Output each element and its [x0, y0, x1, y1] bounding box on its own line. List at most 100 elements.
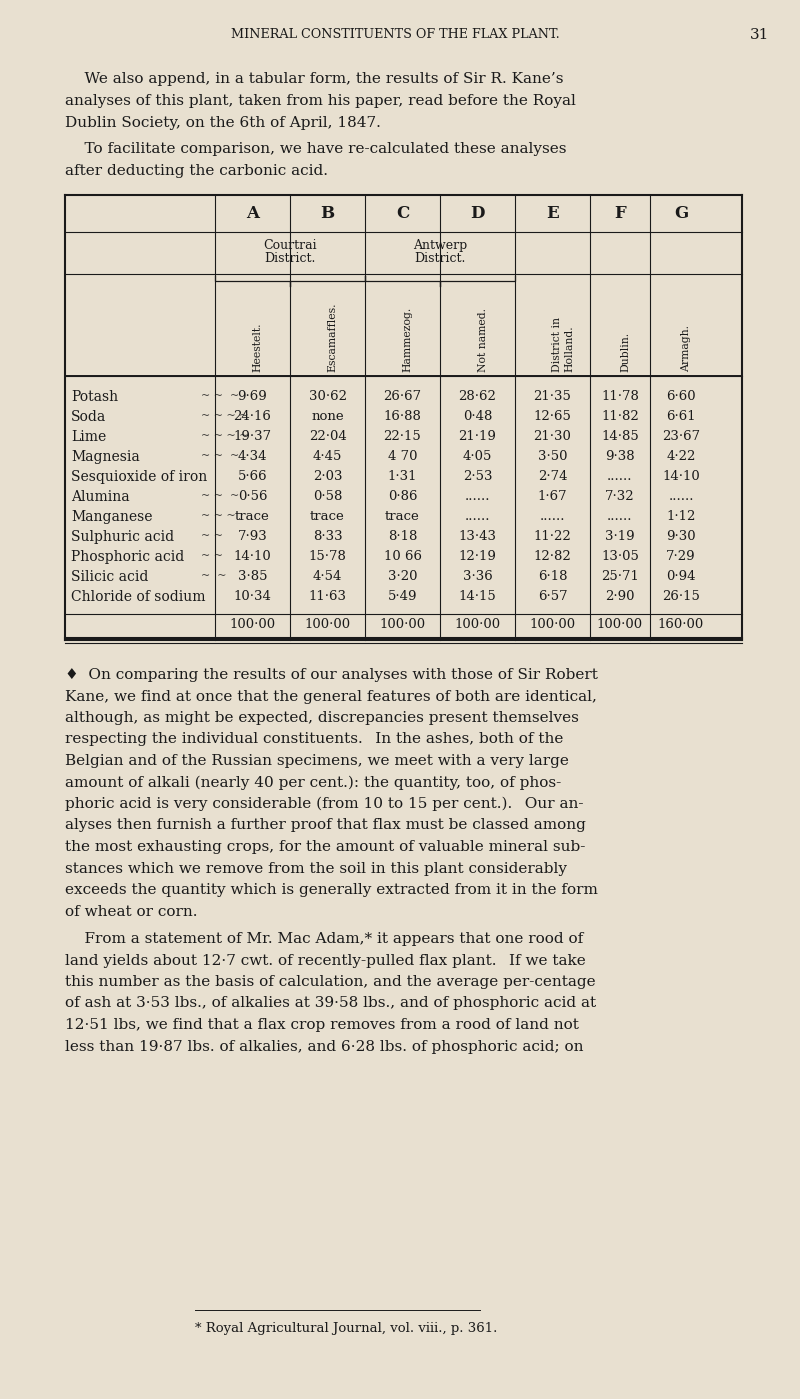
- Text: Lime: Lime: [71, 429, 106, 443]
- Text: 10 66: 10 66: [383, 550, 422, 562]
- Text: ......: ......: [465, 511, 490, 523]
- Text: 160·00: 160·00: [658, 618, 704, 631]
- Text: of ash at 3·53 lbs., of alkalies at 39·58 lbs., and of phosphoric acid at: of ash at 3·53 lbs., of alkalies at 39·5…: [65, 996, 596, 1010]
- Text: 0·86: 0·86: [388, 490, 418, 504]
- Text: 0·56: 0·56: [238, 490, 267, 504]
- Text: 9·38: 9·38: [605, 450, 635, 463]
- Text: trace: trace: [310, 511, 345, 523]
- Text: ~  ~: ~ ~: [201, 571, 226, 581]
- Text: MINERAL CONSTITUENTS OF THE FLAX PLANT.: MINERAL CONSTITUENTS OF THE FLAX PLANT.: [230, 28, 559, 41]
- Text: 7·29: 7·29: [666, 550, 696, 562]
- Text: the most exhausting crops, for the amount of valuable mineral sub-: the most exhausting crops, for the amoun…: [65, 839, 586, 853]
- Text: C: C: [396, 206, 409, 222]
- Text: trace: trace: [385, 511, 420, 523]
- Text: Not named.: Not named.: [478, 308, 487, 372]
- Text: Dublin Society, on the 6th of April, 1847.: Dublin Society, on the 6th of April, 184…: [65, 116, 381, 130]
- Text: G: G: [674, 206, 688, 222]
- Text: 100·00: 100·00: [379, 618, 426, 631]
- Text: 0·94: 0·94: [666, 569, 696, 583]
- Text: less than 19·87 lbs. of alkalies, and 6·28 lbs. of phosphoric acid; on: less than 19·87 lbs. of alkalies, and 6·…: [65, 1039, 583, 1053]
- Text: 8·33: 8·33: [313, 530, 342, 543]
- Text: 12·82: 12·82: [534, 550, 571, 562]
- Text: To facilitate comparison, we have re-calculated these analyses: To facilitate comparison, we have re-cal…: [65, 143, 566, 157]
- Text: 6·61: 6·61: [666, 410, 696, 422]
- Text: 11·22: 11·22: [534, 530, 571, 543]
- Text: Antwerp: Antwerp: [413, 239, 467, 252]
- Text: 0·58: 0·58: [313, 490, 342, 504]
- Text: 5·49: 5·49: [388, 590, 418, 603]
- Text: 25·71: 25·71: [601, 569, 639, 583]
- Text: 12·19: 12·19: [458, 550, 497, 562]
- Text: 26·15: 26·15: [662, 590, 700, 603]
- Text: 100·00: 100·00: [230, 618, 275, 631]
- Text: Armagh.: Armagh.: [681, 325, 691, 372]
- Text: 22·15: 22·15: [384, 429, 422, 443]
- Text: ......: ......: [607, 511, 633, 523]
- Text: 4 70: 4 70: [388, 450, 418, 463]
- Text: From a statement of Mr. Mac Adam,* it appears that one rood of: From a statement of Mr. Mac Adam,* it ap…: [65, 932, 583, 946]
- Text: ......: ......: [607, 470, 633, 483]
- Text: 21·19: 21·19: [458, 429, 497, 443]
- Text: Soda: Soda: [71, 410, 106, 424]
- Text: 12·51 lbs, we find that a flax crop removes from a rood of land not: 12·51 lbs, we find that a flax crop remo…: [65, 1018, 579, 1032]
- Text: ~ ~: ~ ~: [201, 551, 223, 561]
- Text: exceeds the quantity which is generally extracted from it in the form: exceeds the quantity which is generally …: [65, 883, 598, 897]
- Text: D: D: [470, 206, 485, 222]
- Text: amount of alkali (nearly 40 per cent.): the quantity, too, of phos-: amount of alkali (nearly 40 per cent.): …: [65, 775, 562, 790]
- Text: Sesquioxide of iron: Sesquioxide of iron: [71, 470, 207, 484]
- Text: 4·45: 4·45: [313, 450, 342, 463]
- Text: Magnesia: Magnesia: [71, 450, 140, 464]
- Text: this number as the basis of calculation, and the average per-centage: this number as the basis of calculation,…: [65, 975, 596, 989]
- Text: District in
Holland.: District in Holland.: [553, 318, 574, 372]
- Text: Courtrai: Courtrai: [263, 239, 317, 252]
- Text: B: B: [321, 206, 334, 222]
- Text: 30·62: 30·62: [309, 390, 346, 403]
- Text: 4·05: 4·05: [463, 450, 492, 463]
- Text: 10·34: 10·34: [234, 590, 271, 603]
- Text: 4·22: 4·22: [666, 450, 696, 463]
- Text: 4·54: 4·54: [313, 569, 342, 583]
- Text: District.: District.: [414, 252, 466, 264]
- Text: 22·04: 22·04: [309, 429, 346, 443]
- Text: 4·34: 4·34: [238, 450, 267, 463]
- Text: stances which we remove from the soil in this plant considerably: stances which we remove from the soil in…: [65, 862, 567, 876]
- Text: 15·78: 15·78: [309, 550, 346, 562]
- Text: of wheat or corn.: of wheat or corn.: [65, 905, 198, 919]
- Text: Heestelt.: Heestelt.: [253, 323, 262, 372]
- Text: ......: ......: [465, 490, 490, 504]
- Text: 11·78: 11·78: [601, 390, 639, 403]
- Text: 23·67: 23·67: [662, 429, 700, 443]
- Text: * Royal Agricultural Journal, vol. viii., p. 361.: * Royal Agricultural Journal, vol. viii.…: [195, 1322, 498, 1335]
- Text: 12·65: 12·65: [534, 410, 571, 422]
- Text: Hammezog.: Hammezog.: [402, 306, 413, 372]
- Text: 14·10: 14·10: [662, 470, 700, 483]
- Text: after deducting the carbonic acid.: after deducting the carbonic acid.: [65, 164, 328, 178]
- Text: Manganese: Manganese: [71, 511, 153, 525]
- Text: Kane, we find at once that the general features of both are identical,: Kane, we find at once that the general f…: [65, 690, 597, 704]
- Text: Potash: Potash: [71, 390, 118, 404]
- Text: 13·05: 13·05: [601, 550, 639, 562]
- Text: 13·43: 13·43: [458, 530, 497, 543]
- Text: 21·30: 21·30: [534, 429, 571, 443]
- Text: alyses then furnish a further proof that flax must be classed among: alyses then furnish a further proof that…: [65, 818, 586, 832]
- Text: 14·15: 14·15: [458, 590, 496, 603]
- Text: ~ ~ ~: ~ ~ ~: [201, 511, 236, 520]
- Text: land yields about 12·7 cwt. of recently-pulled flax plant.  If we take: land yields about 12·7 cwt. of recently-…: [65, 954, 586, 968]
- Text: 3·19: 3·19: [605, 530, 635, 543]
- Text: 2·90: 2·90: [606, 590, 634, 603]
- Text: E: E: [546, 206, 559, 222]
- Text: ~ ~: ~ ~: [201, 532, 223, 541]
- Text: respecting the individual constituents.  In the ashes, both of the: respecting the individual constituents. …: [65, 733, 563, 747]
- Text: 11·82: 11·82: [601, 410, 639, 422]
- Text: 100·00: 100·00: [530, 618, 575, 631]
- Text: 16·88: 16·88: [383, 410, 422, 422]
- Text: ......: ......: [668, 490, 694, 504]
- Text: 5·66: 5·66: [238, 470, 267, 483]
- Text: ~ ~  ~: ~ ~ ~: [201, 390, 239, 402]
- Text: Phosphoric acid: Phosphoric acid: [71, 550, 184, 564]
- Text: 9·30: 9·30: [666, 530, 696, 543]
- Text: none: none: [311, 410, 344, 422]
- Text: ~ ~ ~ ~: ~ ~ ~ ~: [201, 411, 249, 421]
- Text: We also append, in a tabular form, the results of Sir R. Kane’s: We also append, in a tabular form, the r…: [65, 71, 563, 85]
- Text: 2·03: 2·03: [313, 470, 342, 483]
